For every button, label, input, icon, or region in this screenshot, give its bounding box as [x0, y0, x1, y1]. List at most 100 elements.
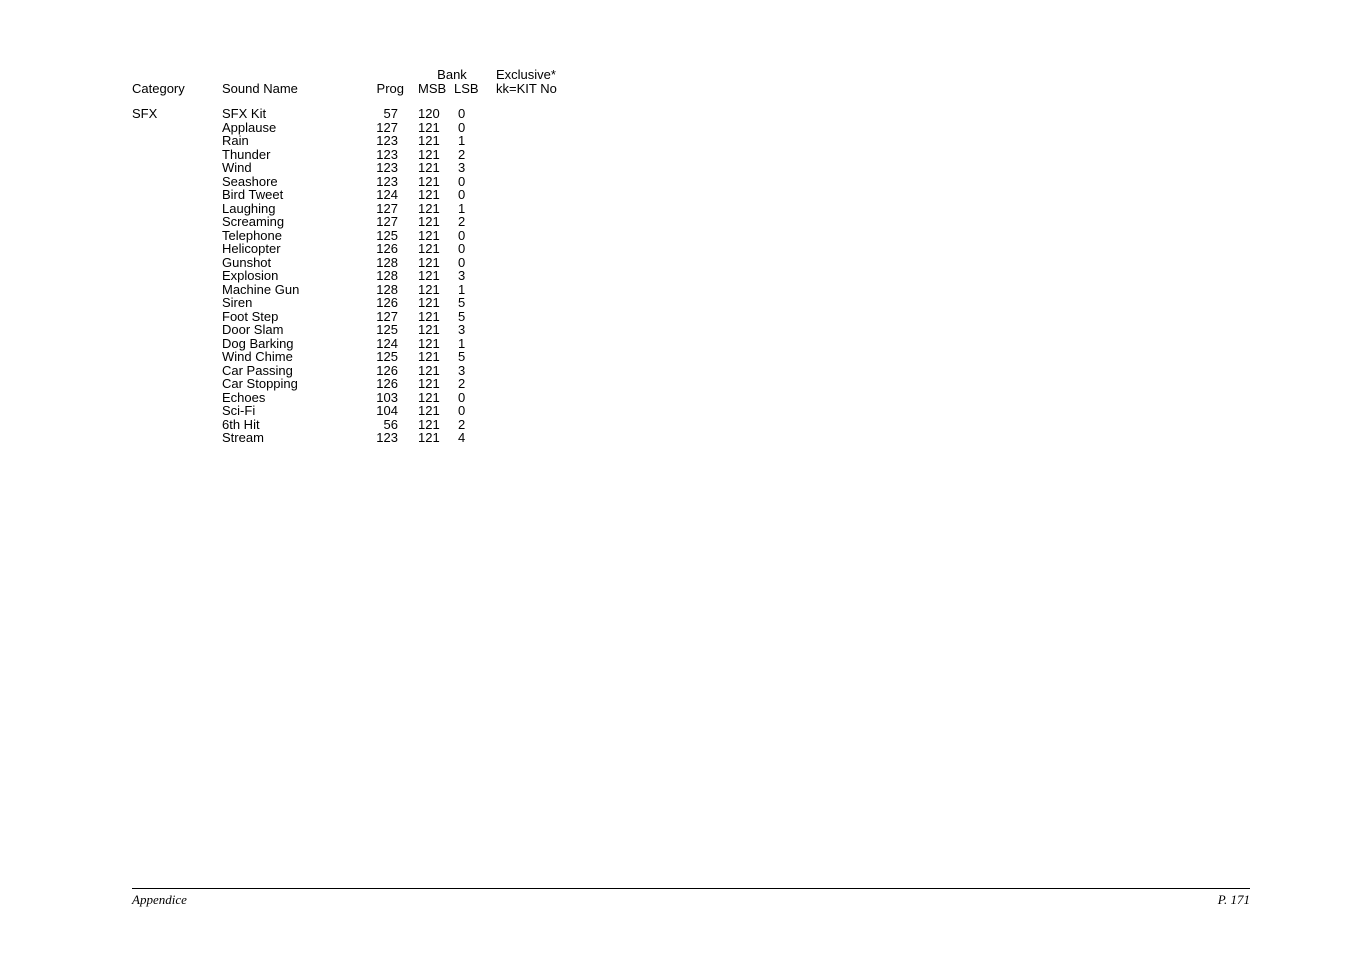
- cell-lsb: 4: [454, 431, 492, 445]
- cell-exclusive: [492, 283, 582, 297]
- cell-sound-name: Telephone: [222, 229, 362, 243]
- spacer: [362, 68, 412, 82]
- cell-msb: 121: [412, 391, 454, 405]
- table-body: SFXSFX Kit571200Applause1271210Rain12312…: [132, 107, 582, 445]
- cell-sound-name: Machine Gun: [222, 283, 362, 297]
- cell-msb: 121: [412, 377, 454, 391]
- cell-msb: 121: [412, 148, 454, 162]
- cell-msb: 121: [412, 269, 454, 283]
- cell-lsb: 0: [454, 242, 492, 256]
- cell-prog: 128: [362, 256, 412, 270]
- cell-prog: 125: [362, 350, 412, 364]
- cell-exclusive: [492, 256, 582, 270]
- cell-prog: 124: [362, 337, 412, 351]
- header-exclusive: Exclusive*: [492, 68, 582, 82]
- cell-lsb: 2: [454, 148, 492, 162]
- cell-exclusive: [492, 431, 582, 445]
- cell-category: [132, 229, 222, 243]
- cell-sound-name: Car Stopping: [222, 377, 362, 391]
- cell-exclusive: [492, 188, 582, 202]
- cell-category: [132, 431, 222, 445]
- cell-sound-name: Wind: [222, 161, 362, 175]
- cell-sound-name: Foot Step: [222, 310, 362, 324]
- cell-category: [132, 256, 222, 270]
- cell-lsb: 0: [454, 391, 492, 405]
- page-footer: Appendice P. 171: [132, 888, 1250, 908]
- spacer: [132, 68, 222, 82]
- cell-exclusive: [492, 107, 582, 121]
- cell-lsb: 0: [454, 404, 492, 418]
- table-row: Rain1231211: [132, 134, 582, 148]
- cell-exclusive: [492, 418, 582, 432]
- cell-exclusive: [492, 175, 582, 189]
- cell-lsb: 0: [454, 229, 492, 243]
- table-row: Wind Chime1251215: [132, 350, 582, 364]
- cell-lsb: 3: [454, 364, 492, 378]
- cell-lsb: 5: [454, 350, 492, 364]
- table-row: Laughing1271211: [132, 202, 582, 216]
- cell-prog: 56: [362, 418, 412, 432]
- cell-lsb: 0: [454, 188, 492, 202]
- cell-sound-name: Wind Chime: [222, 350, 362, 364]
- cell-prog: 128: [362, 269, 412, 283]
- header-row-1: Bank Exclusive*: [132, 68, 582, 82]
- table-row: Sci-Fi1041210: [132, 404, 582, 418]
- table-row: Telephone1251210: [132, 229, 582, 243]
- cell-sound-name: Screaming: [222, 215, 362, 229]
- cell-category: [132, 404, 222, 418]
- cell-prog: 123: [362, 134, 412, 148]
- footer-left: Appendice: [132, 892, 187, 908]
- cell-exclusive: [492, 202, 582, 216]
- cell-lsb: 1: [454, 134, 492, 148]
- table-row: Machine Gun1281211: [132, 283, 582, 297]
- cell-lsb: 0: [454, 256, 492, 270]
- cell-lsb: 5: [454, 296, 492, 310]
- cell-category: [132, 377, 222, 391]
- cell-exclusive: [492, 134, 582, 148]
- page: Bank Exclusive* Category Sound Name Prog…: [0, 0, 1348, 954]
- cell-msb: 121: [412, 418, 454, 432]
- cell-category: [132, 283, 222, 297]
- header-bank: Bank: [412, 68, 492, 82]
- table-row: Applause1271210: [132, 121, 582, 135]
- table-row: Car Passing1261213: [132, 364, 582, 378]
- footer-page-number: P. 171: [1218, 892, 1250, 908]
- cell-lsb: 5: [454, 310, 492, 324]
- cell-sound-name: Echoes: [222, 391, 362, 405]
- cell-sound-name: Dog Barking: [222, 337, 362, 351]
- cell-exclusive: [492, 391, 582, 405]
- cell-msb: 121: [412, 215, 454, 229]
- cell-msb: 121: [412, 121, 454, 135]
- header-category: Category: [132, 82, 222, 96]
- cell-msb: 121: [412, 242, 454, 256]
- cell-prog: 125: [362, 323, 412, 337]
- cell-msb: 121: [412, 404, 454, 418]
- cell-lsb: 2: [454, 418, 492, 432]
- table-row: Screaming1271212: [132, 215, 582, 229]
- cell-category: [132, 391, 222, 405]
- cell-lsb: 1: [454, 202, 492, 216]
- cell-sound-name: Sci-Fi: [222, 404, 362, 418]
- cell-sound-name: Bird Tweet: [222, 188, 362, 202]
- table-row: Stream1231214: [132, 431, 582, 445]
- cell-sound-name: 6th Hit: [222, 418, 362, 432]
- cell-prog: 127: [362, 202, 412, 216]
- cell-sound-name: Rain: [222, 134, 362, 148]
- table-row: Seashore1231210: [132, 175, 582, 189]
- cell-lsb: 3: [454, 323, 492, 337]
- cell-lsb: 3: [454, 161, 492, 175]
- table-row: Echoes1031210: [132, 391, 582, 405]
- cell-exclusive: [492, 337, 582, 351]
- table-row: Siren1261215: [132, 296, 582, 310]
- cell-prog: 125: [362, 229, 412, 243]
- cell-lsb: 0: [454, 175, 492, 189]
- cell-category: [132, 269, 222, 283]
- cell-exclusive: [492, 310, 582, 324]
- cell-msb: 121: [412, 323, 454, 337]
- cell-category: [132, 134, 222, 148]
- cell-sound-name: Seashore: [222, 175, 362, 189]
- table-row: Bird Tweet1241210: [132, 188, 582, 202]
- cell-category: [132, 202, 222, 216]
- cell-exclusive: [492, 121, 582, 135]
- cell-msb: 120: [412, 107, 454, 121]
